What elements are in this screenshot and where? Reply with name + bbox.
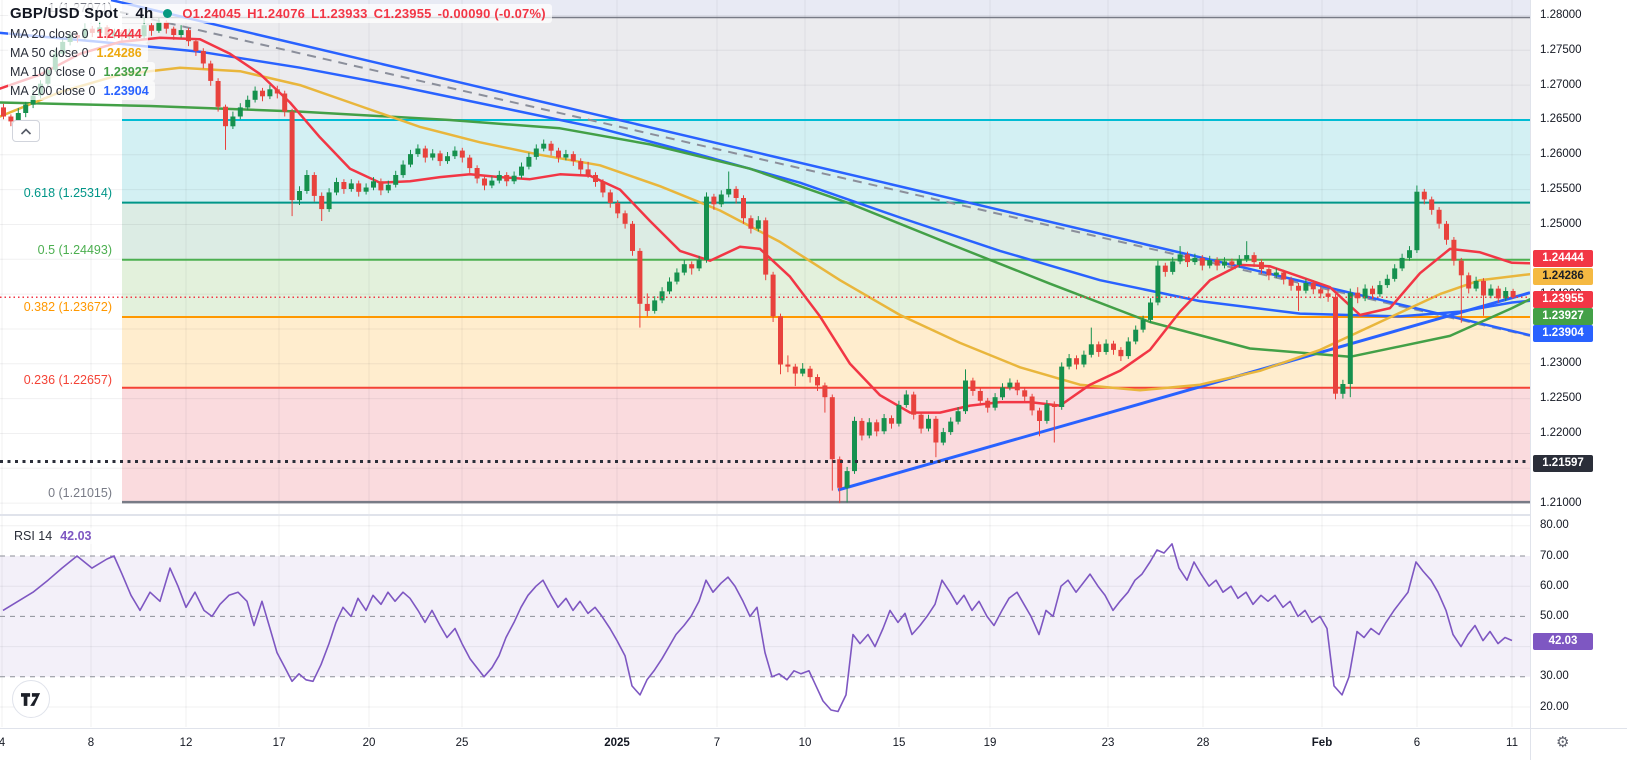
ma200-label: MA 200 close 0 — [10, 83, 96, 98]
ma200-legend-row[interactable]: MA 200 close 0 1.23904 — [8, 81, 155, 100]
time-axis-settings-gear-icon[interactable]: ⚙ — [1556, 734, 1570, 751]
price-axis-label: 1.25500 — [1540, 183, 1582, 196]
ma200-value: 1.23904 — [103, 83, 149, 98]
ma100-label: MA 100 close 0 — [10, 64, 96, 79]
price-axis-label: 1.27000 — [1540, 78, 1582, 91]
price-axis[interactable]: 1.28000 1.27500 1.27000 1.26500 1.26000 1.255… — [1531, 0, 1627, 728]
chevron-up-icon — [20, 127, 32, 135]
ma20-label: MA 20 close 0 — [10, 26, 89, 41]
ma20-legend-row[interactable]: MA 20 close 0 1.24444 — [8, 24, 148, 43]
price-axis-divider — [1530, 0, 1531, 760]
time-axis-label: 4 — [0, 737, 6, 749]
chart-legend: GBP/USD Spot · 4h O1.24045 H1.24076 L1.2… — [8, 4, 552, 100]
time-axis-label: 7 — [713, 737, 721, 749]
price-axis-label: 1.28000 — [1540, 8, 1582, 21]
fib-label-05[interactable]: 0.5 (1.24493) — [37, 243, 112, 257]
fib-bands — [122, 0, 1530, 503]
time-axis-label: 28 — [1196, 737, 1210, 749]
price-tag: 1.23904 — [1533, 324, 1593, 342]
time-axis-label: 15 — [892, 737, 906, 749]
rsi-axis-label: 60.00 — [1540, 579, 1569, 592]
symbol-separator: · — [124, 5, 130, 22]
rsi-pane — [0, 543, 1530, 713]
tradingview-logo[interactable] — [12, 680, 50, 718]
price-axis-label: 1.22500 — [1540, 392, 1582, 405]
candles — [1, 17, 1516, 504]
price-axis-label: 1.22000 — [1540, 426, 1582, 439]
price-tag: 1.24286 — [1533, 267, 1593, 285]
ma200-line — [0, 31, 1532, 318]
symbol-title: GBP/USD Spot — [10, 5, 119, 22]
ma100-value: 1.23927 — [103, 64, 149, 79]
time-axis-label: 8 — [87, 737, 95, 749]
ohlc-change: -0.00090 (-0.07%) — [437, 6, 546, 21]
time-axis-label: 6 — [1413, 737, 1421, 749]
price-axis-label: 1.23000 — [1540, 357, 1582, 370]
rsi-label: RSI 14 — [14, 529, 53, 543]
fib-label-0382[interactable]: 0.382 (1.23672) — [23, 300, 112, 314]
fib-label-0[interactable]: 0 (1.21015) — [48, 486, 112, 500]
time-axis-label: 11 — [1506, 737, 1518, 749]
ohlc-low: L1.23933 — [311, 6, 368, 21]
rsi-line — [2, 543, 1513, 713]
symbol-row[interactable]: GBP/USD Spot · 4h O1.24045 H1.24076 L1.2… — [8, 4, 552, 23]
ohlc-open: O1.24045 — [182, 6, 242, 21]
time-axis-label: Feb — [1311, 737, 1333, 749]
price-axis-label: 1.25000 — [1540, 217, 1582, 230]
time-axis-label: 25 — [455, 737, 469, 749]
price-axis-label: 1.26000 — [1540, 148, 1582, 161]
rsi-value: 42.03 — [60, 529, 92, 543]
time-axis-label: 12 — [179, 737, 193, 749]
time-axis-label: 2025 — [604, 737, 630, 749]
ohlc-high: H1.24076 — [247, 6, 306, 21]
time-axis-label: 17 — [272, 737, 286, 749]
time-axis-label: 20 — [362, 737, 376, 749]
price-axis-label: 1.26500 — [1540, 113, 1582, 126]
rsi-axis-label: 30.00 — [1540, 670, 1569, 683]
time-axis-label: 19 — [983, 737, 997, 749]
legend-collapse-button[interactable] — [12, 120, 40, 142]
price-tag: 1.23955 — [1533, 290, 1593, 308]
rsi-axis-label: 50.00 — [1540, 609, 1569, 622]
time-axis-label: 10 — [798, 737, 812, 749]
rsi-legend-row[interactable]: RSI 14 42.03 — [8, 528, 98, 544]
rsi-axis-label: 70.00 — [1540, 549, 1569, 562]
ma20-value: 1.24444 — [96, 26, 142, 41]
price-axis-label: 1.27500 — [1540, 43, 1582, 56]
price-axis-label: 1.21000 — [1540, 496, 1582, 509]
dotted-price-lines — [0, 296, 1530, 463]
ma50-legend-row[interactable]: MA 50 close 0 1.24286 — [8, 43, 148, 62]
ma100-legend-row[interactable]: MA 100 close 0 1.23927 — [8, 62, 155, 81]
ohlc-close: C1.23955 — [373, 6, 432, 21]
trendlines — [110, 0, 1531, 492]
price-tag: 1.23927 — [1533, 307, 1593, 325]
ma50-label: MA 50 close 0 — [10, 45, 89, 60]
rsi-axis-label: 20.00 — [1540, 700, 1569, 713]
time-axis-label: 23 — [1101, 737, 1115, 749]
ma20-line — [0, 36, 1532, 414]
ma50-line — [0, 66, 1532, 392]
fib-label-0236[interactable]: 0.236 (1.22657) — [23, 373, 112, 387]
fib-label-0618[interactable]: 0.618 (1.25314) — [23, 186, 112, 200]
interval-label[interactable]: 4h — [135, 5, 154, 22]
price-tag: 42.03 — [1533, 632, 1593, 650]
ma50-value: 1.24286 — [96, 45, 142, 60]
price-tag: 1.24444 — [1533, 249, 1593, 267]
ma100-line — [0, 101, 1532, 359]
time-axis[interactable]: 4 8 12 17 20 25 2025 7 10 15 19 23 28 Feb 6 11 — [0, 728, 1627, 760]
market-status-dot — [163, 9, 173, 18]
rsi-axis-label: 80.00 — [1540, 519, 1569, 532]
price-tag: 1.21597 — [1533, 454, 1593, 472]
tradingview-logo-icon — [21, 692, 41, 706]
